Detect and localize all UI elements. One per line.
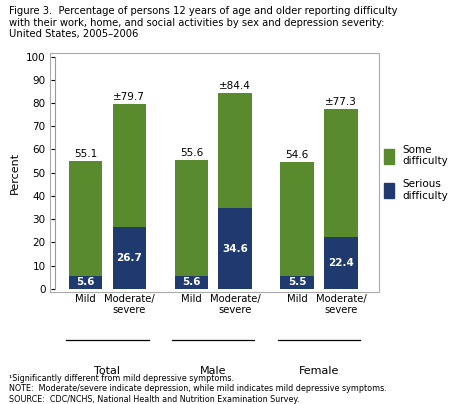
Bar bbox=[174, 160, 208, 276]
Text: Female: Female bbox=[299, 366, 339, 376]
Bar bbox=[281, 276, 314, 289]
Bar bbox=[324, 237, 358, 289]
Text: ±79.7: ±79.7 bbox=[113, 92, 146, 102]
Bar bbox=[113, 227, 146, 289]
Text: ±84.4: ±84.4 bbox=[219, 81, 251, 91]
Bar bbox=[281, 162, 314, 276]
Bar bbox=[69, 161, 102, 276]
Legend: Some
difficulty, Serious
difficulty: Some difficulty, Serious difficulty bbox=[383, 145, 448, 200]
Bar bbox=[219, 93, 252, 208]
Bar bbox=[219, 208, 252, 289]
Text: 55.1: 55.1 bbox=[74, 149, 97, 159]
Text: Male: Male bbox=[200, 366, 227, 376]
Bar bbox=[174, 276, 208, 289]
Text: 22.4: 22.4 bbox=[328, 258, 354, 268]
Text: ¹Significantly different from mild depressive symptoms.
NOTE:  Moderate/severe i: ¹Significantly different from mild depre… bbox=[9, 374, 387, 404]
Text: ±77.3: ±77.3 bbox=[325, 97, 357, 107]
Bar bbox=[324, 109, 358, 237]
Text: 5.6: 5.6 bbox=[182, 278, 201, 287]
Text: 34.6: 34.6 bbox=[222, 244, 248, 254]
Bar bbox=[69, 276, 102, 289]
Text: 54.6: 54.6 bbox=[286, 150, 309, 160]
Text: 26.7: 26.7 bbox=[117, 253, 142, 263]
Text: 5.5: 5.5 bbox=[288, 278, 307, 288]
Text: 5.6: 5.6 bbox=[76, 278, 95, 287]
Y-axis label: Percent: Percent bbox=[10, 152, 20, 194]
Text: Total: Total bbox=[94, 366, 120, 376]
Text: 55.6: 55.6 bbox=[180, 148, 203, 158]
Text: Figure 3.  Percentage of persons 12 years of age and older reporting difficulty
: Figure 3. Percentage of persons 12 years… bbox=[9, 6, 398, 39]
Bar bbox=[113, 104, 146, 227]
